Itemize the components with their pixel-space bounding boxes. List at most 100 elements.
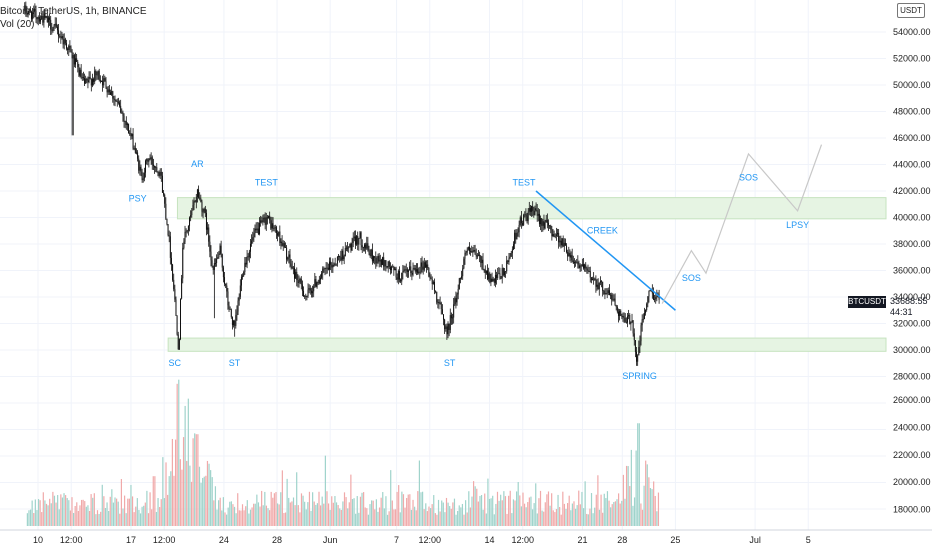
candle-body xyxy=(123,115,125,122)
candle-body xyxy=(221,254,223,268)
candle-body xyxy=(299,278,301,282)
volume-bar xyxy=(567,503,569,526)
candle-body xyxy=(367,243,369,251)
candle-body xyxy=(453,304,455,318)
candle-body xyxy=(485,270,487,274)
volume-bar xyxy=(651,489,653,526)
volume-bar xyxy=(423,509,425,526)
candle-body xyxy=(590,277,592,281)
candle-body xyxy=(599,280,601,283)
volume-bar xyxy=(305,509,307,526)
volume-bar xyxy=(398,485,400,526)
candle-body xyxy=(462,268,464,277)
candle-body xyxy=(529,208,531,212)
candle-body xyxy=(458,278,460,290)
price-axis[interactable]: 54000.00 52000.00 50000.00 48000.00 46000.00… xyxy=(893,27,931,515)
candle-body xyxy=(278,231,280,236)
candle-body xyxy=(198,189,200,198)
candle-body xyxy=(254,228,256,234)
volume-bar xyxy=(544,502,546,526)
volume-bar xyxy=(45,503,48,526)
candle-body xyxy=(244,262,246,272)
volume-bar xyxy=(492,495,494,526)
candle-body xyxy=(356,235,358,245)
time-tick-label: 24 xyxy=(219,535,229,545)
volume-bar xyxy=(208,463,210,526)
candle-body xyxy=(624,317,626,322)
candle-body xyxy=(463,258,465,269)
volume-bar xyxy=(284,512,287,526)
candle-body xyxy=(507,260,509,262)
candle-body xyxy=(165,203,167,219)
symbol-title[interactable]: Bitcoin / TetherUS, 1h, BINANCE xyxy=(0,6,147,17)
volume-bar xyxy=(299,512,301,526)
volume-bar xyxy=(49,498,51,526)
volume-bar xyxy=(498,500,500,526)
volume-bar xyxy=(648,477,650,526)
candle-body xyxy=(214,263,216,264)
candle-body xyxy=(291,266,293,269)
volume-bar xyxy=(235,513,237,526)
time-axis[interactable]: 10 12:00 17 12:00 24 28 Jun 7 12:00 14 12:00 21 28 25… xyxy=(0,529,932,545)
volume-bar xyxy=(44,500,46,526)
volume-bar xyxy=(450,508,452,526)
price-tick-label: 46000.00 xyxy=(893,133,931,143)
candle-body xyxy=(204,208,206,213)
volume-bar xyxy=(485,513,487,526)
candle-body xyxy=(224,277,226,284)
volume-bar xyxy=(597,475,599,526)
candle-body xyxy=(640,325,642,342)
currency-badge[interactable]: USDT xyxy=(897,3,925,18)
candle-body xyxy=(27,12,29,15)
candle-body xyxy=(334,263,336,266)
candle-body xyxy=(72,55,74,59)
candle-body xyxy=(601,280,603,282)
candle-body xyxy=(51,29,53,31)
volume-bar xyxy=(649,488,652,526)
candle-body xyxy=(104,78,106,82)
volume-bar xyxy=(69,510,72,526)
candle-body xyxy=(500,278,502,280)
candle-body xyxy=(209,241,211,252)
candle-body xyxy=(540,218,542,225)
candle-body xyxy=(30,11,32,19)
candle-body xyxy=(246,256,248,265)
volume-bar xyxy=(468,491,470,526)
volume-indicator-label[interactable]: Vol (20) xyxy=(0,19,35,30)
candle-body xyxy=(142,178,144,181)
candle-body xyxy=(602,281,604,291)
candle-body xyxy=(43,13,45,23)
candle-body xyxy=(567,251,569,257)
volume-bar xyxy=(143,505,145,526)
candle-body xyxy=(158,172,160,176)
volume-bar xyxy=(428,506,430,526)
volume-bar xyxy=(37,499,40,526)
candle-body xyxy=(230,309,232,318)
last-price-value: 33688.55 xyxy=(890,296,928,306)
volume-bar xyxy=(300,493,303,526)
volume-bar xyxy=(633,497,636,526)
candle-body xyxy=(357,235,359,245)
candle-body xyxy=(461,276,463,279)
candle-body xyxy=(164,194,166,204)
volume-bar xyxy=(210,470,212,526)
candle-body xyxy=(339,255,341,258)
volume-bar xyxy=(421,491,424,526)
volume-bar xyxy=(407,494,409,526)
candle-body xyxy=(81,77,83,78)
candle-body xyxy=(249,243,251,252)
candle-body xyxy=(588,270,590,272)
candle-body xyxy=(178,339,180,350)
candle-body xyxy=(489,273,491,283)
candle-body xyxy=(282,243,284,246)
wyckoff-label: PSY xyxy=(129,194,147,204)
candle-body xyxy=(324,268,326,269)
volume-bar xyxy=(232,504,234,526)
volume-bar xyxy=(292,497,295,526)
candle-body xyxy=(262,217,264,223)
volume-bar xyxy=(138,509,140,526)
candle-body xyxy=(576,261,578,263)
candle-body xyxy=(277,233,279,236)
time-tick-label: 10 xyxy=(33,535,43,545)
